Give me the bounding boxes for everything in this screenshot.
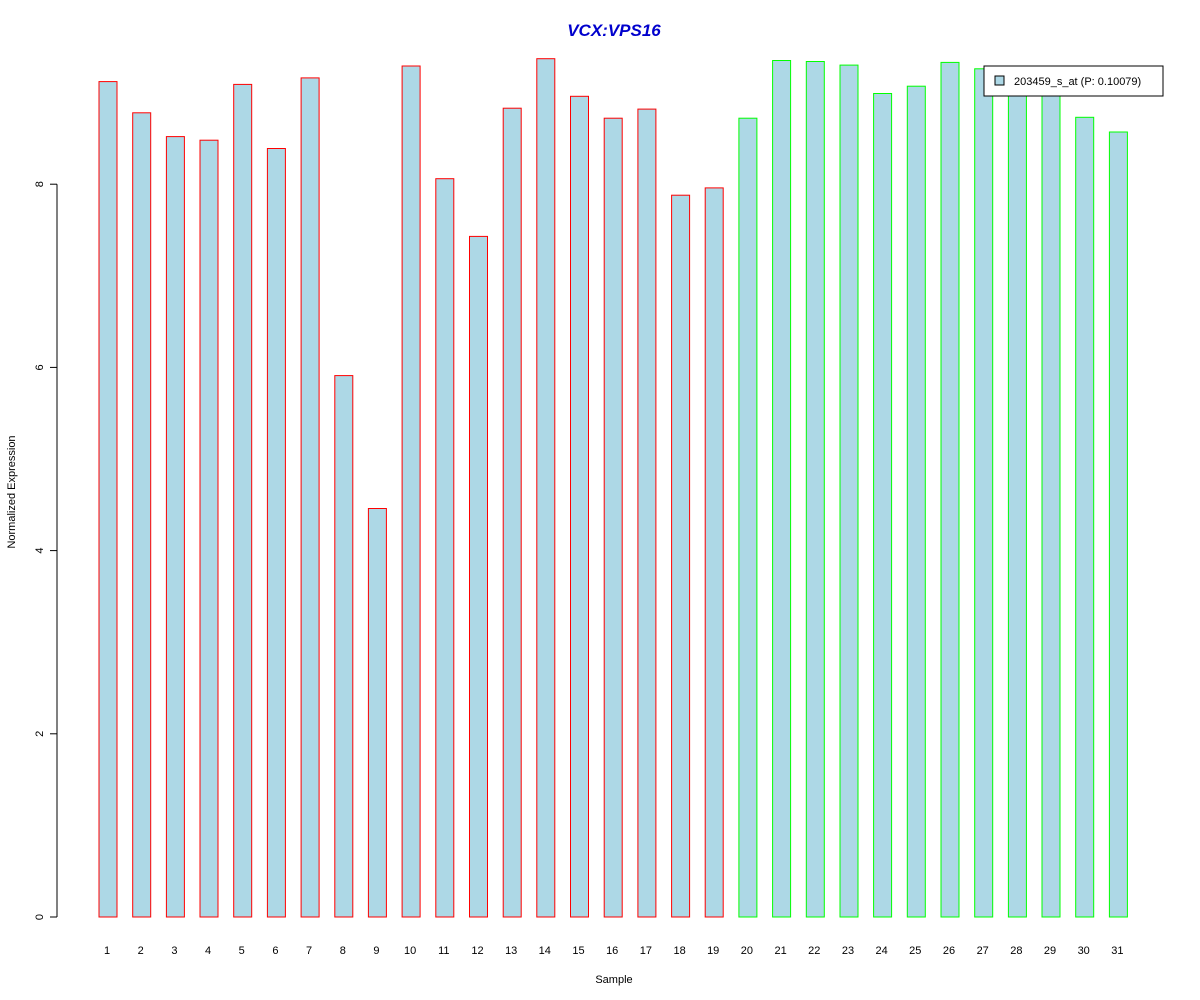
x-tick-label: 11: [438, 945, 449, 957]
x-tick-label: 12: [471, 945, 483, 957]
legend-swatch: [994, 75, 1005, 86]
x-tick-label: 17: [640, 945, 652, 957]
x-tick-label: 29: [1044, 945, 1056, 957]
bar-sample-6: [266, 148, 286, 918]
bar-sample-5: [233, 83, 253, 918]
x-tick-label: 6: [272, 945, 278, 957]
bar-sample-31: [1108, 131, 1128, 918]
bar-sample-26: [940, 61, 960, 918]
x-axis-label: Sample: [595, 974, 632, 986]
x-tick-label: 9: [373, 945, 379, 957]
y-tick-label: 4: [34, 548, 46, 554]
x-tick-label: 20: [741, 945, 753, 957]
x-tick-label: 2: [138, 945, 144, 957]
x-tick-label: 31: [1111, 945, 1123, 957]
bar-sample-9: [367, 508, 387, 918]
x-tick-label: 15: [572, 945, 584, 957]
bar-sample-30: [1075, 116, 1095, 918]
bar-sample-14: [536, 58, 556, 918]
x-tick-label: 22: [808, 945, 820, 957]
bar-sample-7: [300, 77, 320, 918]
legend-box: [983, 65, 1164, 97]
bar-sample-27: [974, 68, 994, 918]
bar-sample-11: [435, 178, 455, 918]
bar-sample-20: [738, 117, 758, 918]
bar-sample-16: [603, 117, 623, 918]
y-axis: 0 2 4 6 8: [34, 181, 58, 920]
y-tick-label: 0: [34, 914, 46, 920]
y-axis-label: Normalized Expression: [6, 435, 18, 548]
y-tick-label: 6: [34, 364, 46, 370]
bar-sample-19: [704, 187, 724, 918]
bar-sample-3: [165, 136, 185, 918]
x-tick-label: 16: [606, 945, 618, 957]
bars-group: [98, 58, 1128, 918]
bar-sample-13: [502, 107, 522, 918]
x-tick-label: 28: [1010, 945, 1022, 957]
bar-sample-8: [334, 375, 354, 918]
x-tick-label: 8: [340, 945, 346, 957]
x-tick-label: 10: [404, 945, 416, 957]
bar-sample-21: [772, 60, 792, 918]
bar-sample-25: [906, 85, 926, 918]
x-tick-label: 21: [774, 945, 786, 957]
x-tick-label: 13: [505, 945, 517, 957]
x-tick-label: 19: [707, 945, 719, 957]
legend-label: 203459_s_at (P: 0.10079): [1014, 76, 1141, 88]
x-tick-label: 5: [239, 945, 245, 957]
bar-sample-29: [1041, 87, 1061, 918]
chart-title: VCX:VPS16: [567, 21, 661, 40]
x-tick-label: 7: [306, 945, 312, 957]
y-tick-label: 2: [34, 731, 46, 737]
bar-sample-18: [671, 194, 691, 918]
bar-sample-28: [1007, 82, 1027, 918]
bar-sample-4: [199, 139, 219, 918]
bar-sample-1: [98, 81, 118, 918]
x-tick-label: 4: [205, 945, 211, 957]
x-tick-label: 23: [842, 945, 854, 957]
bar-sample-12: [469, 235, 488, 918]
x-tick-label: 24: [875, 945, 887, 957]
y-tick-label: 8: [34, 181, 46, 187]
x-tick-label: 18: [673, 945, 685, 957]
bar-sample-2: [132, 112, 152, 918]
x-tick-label: 26: [943, 945, 955, 957]
bar-sample-22: [805, 61, 825, 918]
legend: 203459_s_at (P: 0.10079): [983, 65, 1164, 97]
x-tick-label: 30: [1078, 945, 1090, 957]
bar-sample-17: [637, 108, 657, 918]
x-tick-label: 3: [171, 945, 177, 957]
bar-sample-23: [839, 64, 859, 918]
x-tick-label: 27: [977, 945, 989, 957]
x-axis: 1 2 3 4 5 6 7 8 9 10 11 12 13 14 15 16 17 18 19 20 21 22 23 24 2…: [104, 945, 1124, 957]
x-tick-label: 25: [909, 945, 921, 957]
bar-sample-10: [401, 65, 421, 918]
x-tick-label: 14: [539, 945, 551, 957]
bar-sample-15: [570, 95, 589, 918]
x-tick-label: 1: [104, 945, 110, 957]
bar-sample-24: [873, 93, 893, 918]
